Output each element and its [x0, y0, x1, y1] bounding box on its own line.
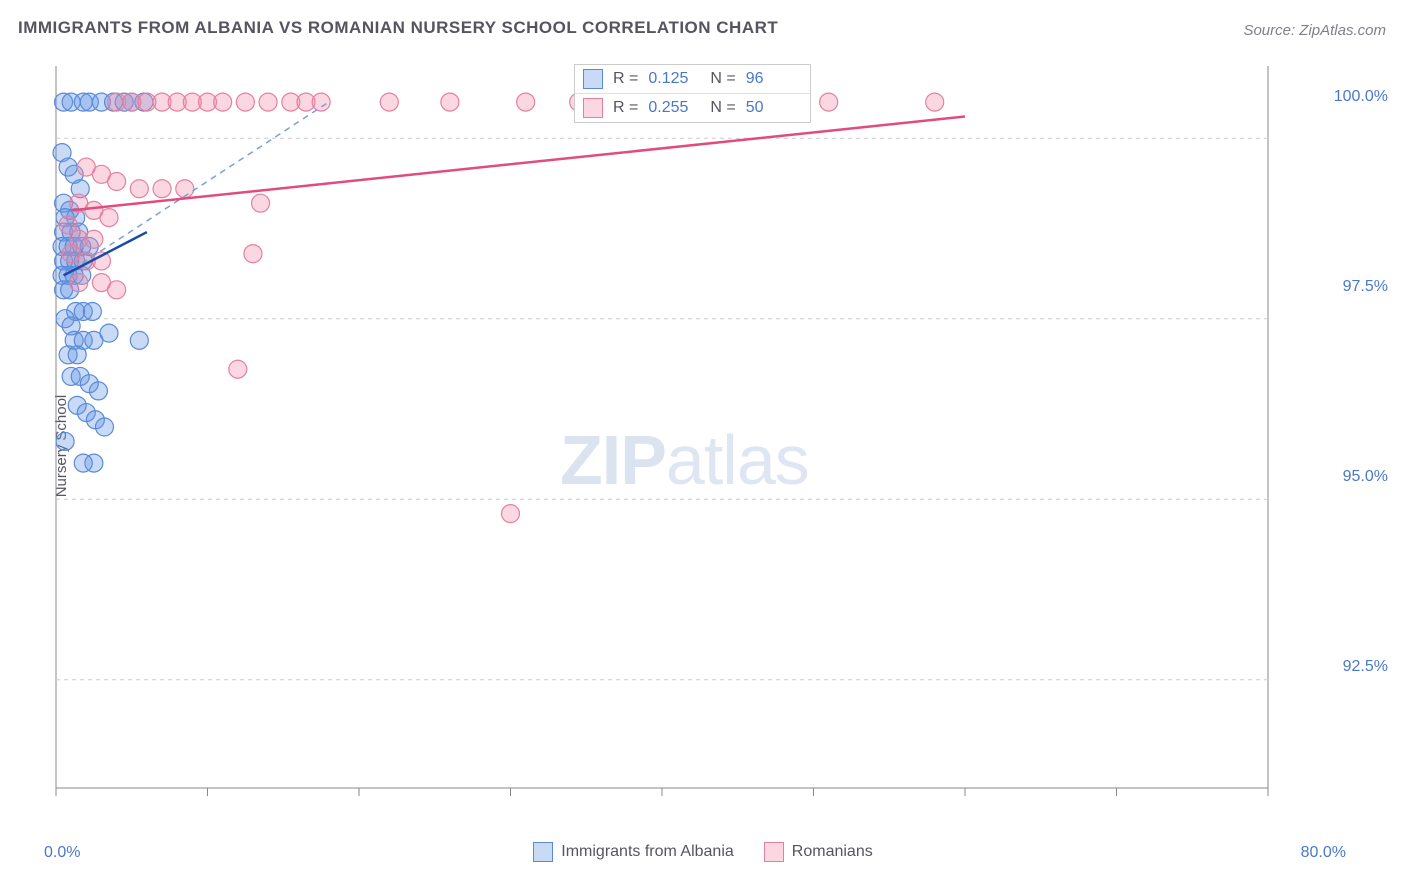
source-attribution: Source: ZipAtlas.com: [1243, 22, 1386, 39]
n-label: N =: [710, 70, 735, 88]
chart-container: IMMIGRANTS FROM ALBANIA VS ROMANIAN NURS…: [0, 0, 1406, 892]
ytick-97-5: 97.5%: [1343, 278, 1388, 296]
swatch-romanians: [583, 98, 603, 118]
n-value-albania: 96: [746, 70, 798, 88]
stats-row-romanians: R = 0.255 N = 50: [575, 94, 810, 122]
legend-item-romanians: Romanians: [764, 842, 873, 862]
chart-title: IMMIGRANTS FROM ALBANIA VS ROMANIAN NURS…: [18, 18, 778, 38]
stats-row-albania: R = 0.125 N = 96: [575, 65, 810, 94]
legend-item-albania: Immigrants from Albania: [533, 842, 734, 862]
r-label: R =: [613, 70, 638, 88]
swatch-albania: [583, 69, 603, 89]
correlation-stats-box: R = 0.125 N = 96 R = 0.255 N = 50: [574, 64, 811, 123]
n-label: N =: [710, 99, 735, 117]
legend-label-albania: Immigrants from Albania: [561, 843, 734, 861]
r-value-romanians: 0.255: [648, 99, 700, 117]
legend-swatch-romanians: [764, 842, 784, 862]
legend-swatch-albania: [533, 842, 553, 862]
scatter-plot: [48, 58, 1348, 818]
r-value-albania: 0.125: [648, 70, 700, 88]
legend-label-romanians: Romanians: [792, 843, 873, 861]
ytick-95: 95.0%: [1343, 468, 1388, 486]
ytick-100: 100.0%: [1334, 88, 1388, 106]
n-value-romanians: 50: [746, 99, 798, 117]
ytick-92-5: 92.5%: [1343, 658, 1388, 676]
r-label: R =: [613, 99, 638, 117]
bottom-legend: Immigrants from Albania Romanians: [0, 842, 1406, 862]
